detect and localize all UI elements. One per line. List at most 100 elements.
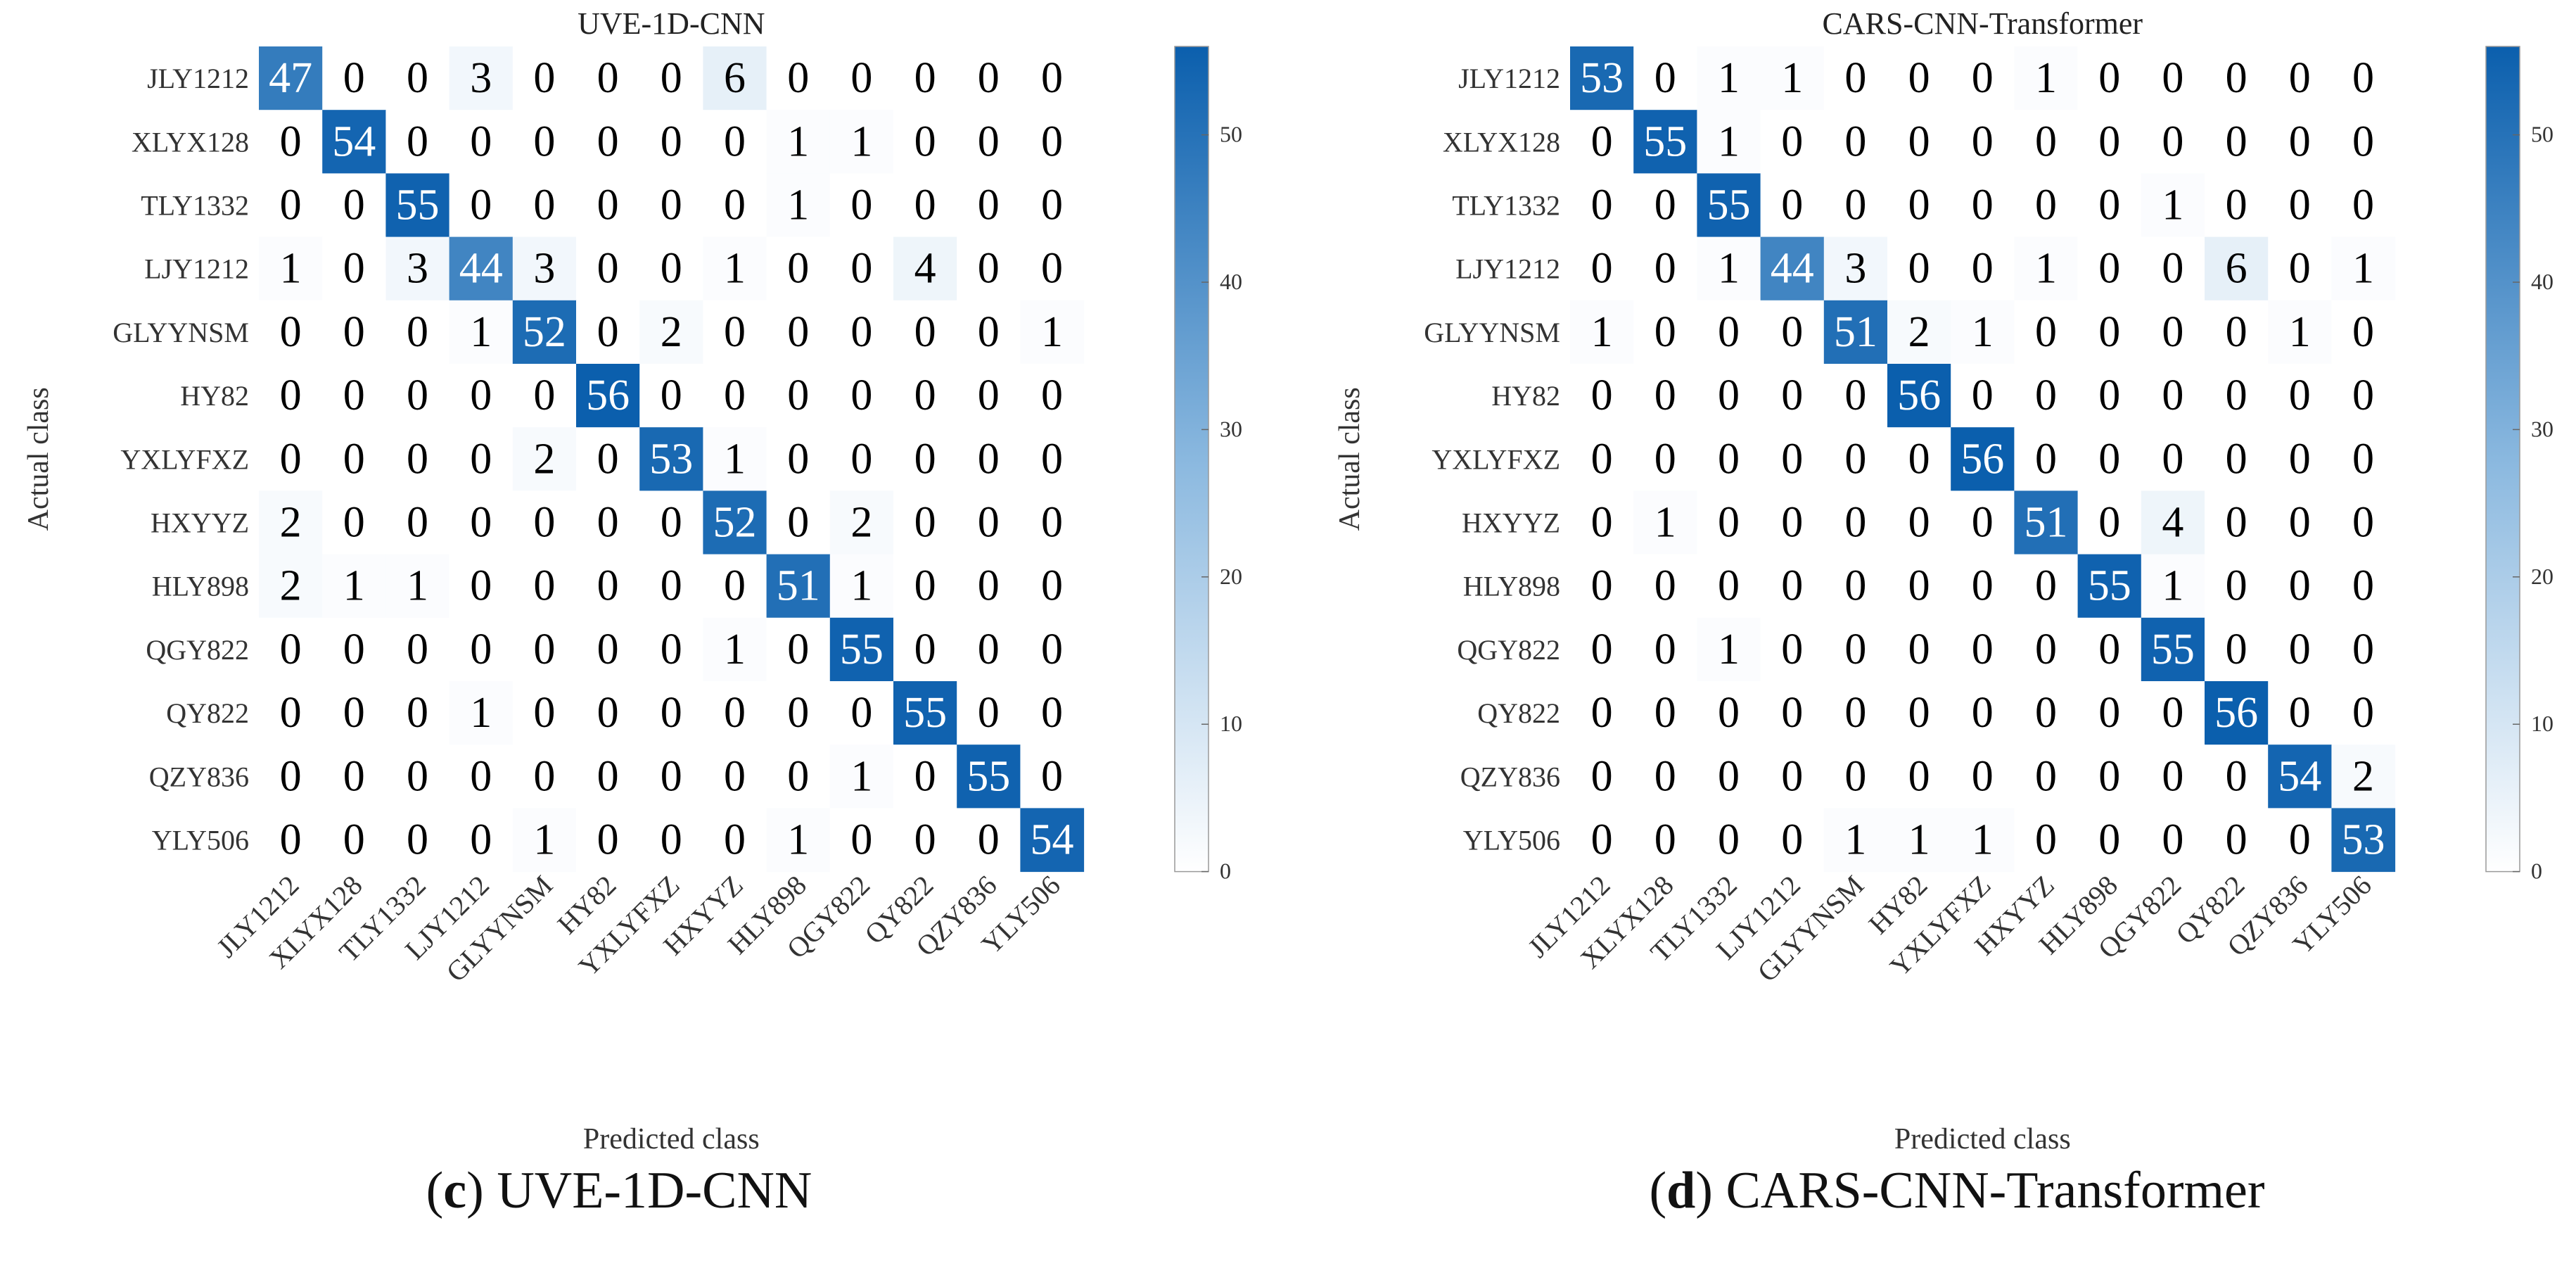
y-tick-label: JLY1212 (1458, 63, 1560, 94)
heatmap-cell (829, 808, 894, 873)
heatmap-cell (2268, 427, 2332, 491)
cell-value-label: 0 (597, 308, 619, 356)
cell-value-label: 0 (597, 499, 619, 547)
heatmap-cell (1887, 744, 1951, 809)
cell-value-label: 0 (2352, 308, 2374, 356)
caption-d: (d) CARS-CNN-Transformer (1649, 1162, 2265, 1219)
heatmap-cell (1760, 364, 1825, 428)
cell-value-label: 0 (787, 372, 809, 419)
heatmap-cell (512, 744, 577, 809)
heatmap-cell (1633, 617, 1697, 682)
cell-value-label: 2 (850, 499, 872, 547)
cell-value-label: 0 (597, 752, 619, 800)
cell-value-label: 0 (1591, 245, 1613, 293)
cell-value-label: 0 (1591, 118, 1613, 165)
heatmap-cell (2331, 427, 2396, 491)
cell-value-label: 0 (1781, 308, 1803, 356)
x-axis-label: Predicted class (1894, 1123, 2071, 1155)
cell-value-label: 0 (850, 54, 872, 102)
cell-value-label: 0 (597, 689, 619, 737)
heatmap-cell (1020, 300, 1085, 365)
cell-value-label: 1 (724, 245, 746, 293)
cell-value-label: 0 (597, 816, 619, 864)
cell-value-label: 1 (1844, 816, 1866, 864)
cell-value-label: 0 (343, 435, 365, 483)
y-axis-label: Actual class (23, 387, 55, 531)
heatmap-cell (829, 427, 894, 491)
heatmap-cell (2014, 681, 2079, 745)
cell-value-label: 0 (2226, 626, 2247, 673)
cell-value-label: 2 (280, 499, 302, 547)
heatmap-cell (1697, 490, 1761, 555)
heatmap-cell (385, 554, 450, 619)
cell-value-label: 0 (343, 372, 365, 419)
cell-value-label: 0 (1654, 182, 1676, 229)
cell-value-label: 0 (280, 689, 302, 737)
heatmap-cell (2141, 110, 2205, 174)
heatmap-cell (703, 110, 767, 174)
heatmap-cell (2205, 681, 2269, 745)
cell-value-label: 0 (2289, 499, 2311, 547)
cell-value-label: 0 (407, 54, 428, 102)
cell-value-label: 0 (533, 626, 555, 673)
heatmap-cell (2141, 554, 2205, 619)
cell-value-label: 0 (1972, 499, 1994, 547)
cell-value-label: 0 (2098, 435, 2120, 483)
cell-value-label: 0 (850, 372, 872, 419)
heatmap-cell (1823, 46, 1888, 110)
heatmap-cell (2014, 427, 2079, 491)
heatmap-cell (1887, 46, 1951, 110)
cell-value-label: 0 (2098, 499, 2120, 547)
cell-value-label: 0 (2352, 54, 2374, 102)
cell-value-label: 0 (978, 308, 1000, 356)
heatmap-cell (449, 236, 514, 301)
cell-value-label: 0 (1908, 499, 1930, 547)
heatmap-cell (1887, 808, 1951, 873)
heatmap-cell (2268, 490, 2332, 555)
heatmap-cell (893, 46, 957, 110)
y-axis-label: Actual class (1334, 387, 1366, 531)
heatmap-cell (2331, 808, 2396, 873)
heatmap-cell (2141, 490, 2205, 555)
cell-value-label: 0 (2289, 689, 2311, 737)
heatmap-cell (703, 427, 767, 491)
cell-value-label: 4 (914, 245, 936, 293)
cell-value-label: 0 (1591, 435, 1613, 483)
cell-value-label: 0 (533, 752, 555, 800)
cell-value-label: 55 (396, 182, 440, 229)
heatmap-cell (957, 364, 1021, 428)
heatmap-cell (1570, 110, 1634, 174)
heatmap-cell (322, 490, 386, 555)
heatmap-cell (2268, 46, 2332, 110)
cell-value-label: 0 (2226, 182, 2247, 229)
heatmap-cell (1570, 173, 1634, 238)
cell-value-label: 2 (661, 308, 682, 356)
cell-value-label: 0 (2226, 816, 2247, 864)
heatmap-cell (1697, 617, 1761, 682)
heatmap-cell (2141, 236, 2205, 301)
y-tick-label: HXYYZ (1462, 507, 1560, 539)
heatmap-cell (2014, 617, 2079, 682)
heatmap-cell (2205, 300, 2269, 365)
heatmap-cell (259, 173, 323, 238)
cell-value-label: 0 (1844, 689, 1866, 737)
cell-value-label: 0 (1908, 626, 1930, 673)
cell-value-label: 0 (1718, 562, 1740, 610)
heatmap-cell (2077, 46, 2142, 110)
heatmap-cell (2141, 173, 2205, 238)
cell-value-label: 0 (1041, 752, 1063, 800)
heatmap-cell (512, 110, 577, 174)
cell-value-label: 0 (787, 54, 809, 102)
cell-value-label: 0 (787, 689, 809, 737)
cell-value-label: 0 (1972, 372, 1994, 419)
heatmap-cell (512, 236, 577, 301)
heatmap-cell (449, 490, 514, 555)
heatmap-cell (1887, 236, 1951, 301)
heatmap-cell (2077, 110, 2142, 174)
heatmap-cell (322, 46, 386, 110)
colorbar-tick-label: 20 (2531, 564, 2553, 589)
heatmap-cell (2205, 808, 2269, 873)
cell-value-label: 0 (2289, 54, 2311, 102)
heatmap-cell (639, 681, 703, 745)
heatmap-cell (2014, 300, 2079, 365)
